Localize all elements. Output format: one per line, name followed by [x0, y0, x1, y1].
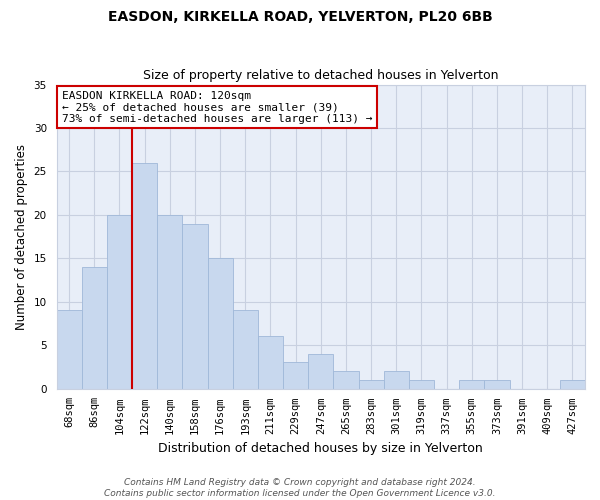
Text: EASDON, KIRKELLA ROAD, YELVERTON, PL20 6BB: EASDON, KIRKELLA ROAD, YELVERTON, PL20 6…	[107, 10, 493, 24]
Bar	[383, 371, 409, 388]
Bar	[182, 224, 208, 388]
Bar	[56, 310, 82, 388]
Y-axis label: Number of detached properties: Number of detached properties	[15, 144, 28, 330]
Bar	[208, 258, 233, 388]
Bar	[560, 380, 585, 388]
Bar	[484, 380, 509, 388]
Text: EASDON KIRKELLA ROAD: 120sqm
← 25% of detached houses are smaller (39)
73% of se: EASDON KIRKELLA ROAD: 120sqm ← 25% of de…	[62, 90, 373, 124]
Bar	[283, 362, 308, 388]
Bar	[409, 380, 434, 388]
Bar	[258, 336, 283, 388]
Bar	[132, 162, 157, 388]
Bar	[233, 310, 258, 388]
Title: Size of property relative to detached houses in Yelverton: Size of property relative to detached ho…	[143, 69, 499, 82]
Bar	[82, 267, 107, 388]
X-axis label: Distribution of detached houses by size in Yelverton: Distribution of detached houses by size …	[158, 442, 483, 455]
Text: Contains HM Land Registry data © Crown copyright and database right 2024.
Contai: Contains HM Land Registry data © Crown c…	[104, 478, 496, 498]
Bar	[308, 354, 334, 388]
Bar	[107, 215, 132, 388]
Bar	[334, 371, 359, 388]
Bar	[359, 380, 383, 388]
Bar	[459, 380, 484, 388]
Bar	[157, 215, 182, 388]
